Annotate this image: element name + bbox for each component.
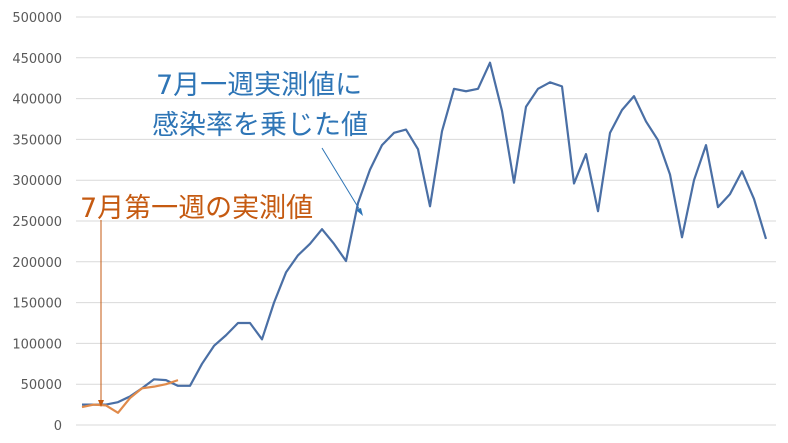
- y-tick-label: 200000: [12, 256, 62, 271]
- y-tick-label: 300000: [12, 174, 62, 189]
- y-tick-label: 100000: [12, 337, 62, 352]
- y-tick-label: 500000: [12, 11, 62, 26]
- y-tick-label: 0: [54, 419, 62, 434]
- y-tick-label: 250000: [12, 215, 62, 230]
- annotation-blue-line2: 感染率を乗じた値: [152, 110, 368, 141]
- y-tick-label: 400000: [12, 93, 62, 108]
- y-tick-label: 150000: [12, 297, 62, 312]
- y-axis: 0 50000 100000 150000 200000 250000 300000 3500…: [12, 11, 62, 434]
- annotation-orange-text: 7月第一週の実測値: [80, 193, 313, 224]
- y-tick-label: 350000: [12, 133, 62, 148]
- annotation-blue-line1: 7月一週実測値に: [156, 70, 362, 101]
- y-tick-label: 450000: [12, 52, 62, 67]
- y-tick-label: 50000: [21, 378, 62, 393]
